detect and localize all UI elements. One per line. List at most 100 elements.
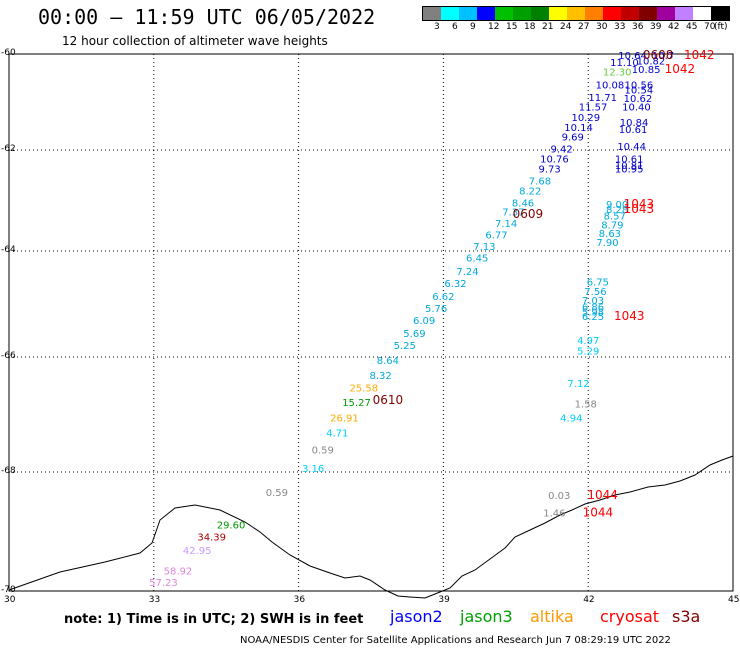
- swh-label: 10.76: [540, 155, 569, 166]
- swh-label: 7.12: [567, 379, 589, 390]
- swh-label: 29.60: [217, 521, 246, 532]
- map-subtitle: 12 hour collection of altimeter wave hei…: [62, 34, 328, 48]
- swh-label: 10.29: [571, 113, 600, 124]
- color-swatch: [567, 7, 585, 20]
- color-swatch: [603, 7, 621, 20]
- map-grid: [9, 54, 733, 591]
- swh-label: 6.86: [582, 302, 604, 313]
- color-scale-tick-label: 24: [560, 22, 572, 32]
- color-swatch: [513, 7, 531, 20]
- color-scale-tick-label: 6: [452, 22, 458, 32]
- swh-label: 3.16: [302, 464, 324, 475]
- swh-label: 7.68: [529, 176, 551, 187]
- swh-label: 10.95: [615, 165, 644, 176]
- x-tick-label: 45: [728, 595, 740, 605]
- color-swatch: [693, 7, 711, 20]
- swh-label: 4.97: [577, 336, 599, 347]
- swh-label: 7.37: [502, 208, 524, 219]
- swh-label: 10.84: [620, 118, 649, 129]
- color-scale-tick-label: 9: [470, 22, 476, 32]
- swh-label: 11.71: [588, 93, 617, 104]
- color-swatch: [459, 7, 477, 20]
- note-text: note: 1) Time is in UTC; 2) SWH is in fe…: [64, 612, 364, 627]
- y-tick-label: -62: [1, 144, 16, 154]
- color-swatch: [675, 7, 693, 20]
- swh-label: 0.03: [548, 491, 570, 502]
- swh-label: 7.03: [582, 296, 604, 307]
- pass-time-label: 0609: [513, 207, 544, 221]
- swh-label: 10.08: [596, 81, 625, 92]
- swh-label: 10.44: [617, 142, 646, 153]
- color-scale-tick-label: (ft): [714, 22, 728, 32]
- y-tick-label: -66: [1, 351, 16, 361]
- swh-label: 9.69: [562, 132, 584, 143]
- swh-label: 26.91: [330, 413, 359, 424]
- legend-cryosat: cryosat: [600, 607, 660, 626]
- swh-label: 6.25: [582, 312, 604, 323]
- swh-label: 6.45: [466, 254, 488, 265]
- swh-label: 9.42: [551, 145, 573, 156]
- color-swatch: [441, 7, 459, 20]
- y-tick-label: -60: [1, 48, 16, 58]
- color-swatch: [531, 7, 549, 20]
- swh-label: 10.62: [624, 94, 653, 105]
- pass-time-label: 1042: [684, 48, 715, 62]
- color-scale-tick-label: 30: [596, 22, 608, 32]
- color-swatch: [657, 7, 675, 20]
- swh-label: 10.81: [615, 161, 644, 172]
- swh-label: 5.29: [577, 346, 599, 357]
- swh-label: 7.90: [596, 238, 618, 249]
- swh-label: 10.14: [564, 123, 593, 134]
- swh-label: 1.46: [543, 509, 565, 520]
- legend-jason3: jason3: [460, 607, 513, 626]
- color-scale-tick-label: 39: [650, 22, 662, 32]
- swh-label: 10.54: [625, 85, 654, 96]
- swh-label: 6.77: [485, 230, 507, 241]
- map-title: 00:00 – 11:59 UTC 06/05/2022: [38, 5, 376, 29]
- color-scale-tick-label: 45: [686, 22, 698, 32]
- color-swatch: [639, 7, 657, 20]
- legend-altika: altika: [530, 607, 574, 626]
- color-scale-tick-label: 12: [488, 22, 500, 32]
- footer-credit: NOAA/NESDIS Center for Satellite Applica…: [240, 635, 671, 646]
- swh-label: 15.27: [342, 398, 371, 409]
- pass-time-label: 1044: [587, 488, 618, 502]
- swh-label: 6.62: [432, 292, 454, 303]
- color-swatch: [621, 7, 639, 20]
- color-scale-bar: [422, 6, 730, 21]
- swh-label: 25.58: [349, 384, 378, 395]
- swh-label: 7.24: [456, 267, 478, 278]
- swh-label: 57.23: [149, 578, 178, 589]
- color-scale-tick-label: 21: [542, 22, 554, 32]
- x-tick-label: 36: [293, 595, 306, 605]
- swh-label: 10.85: [632, 65, 661, 76]
- color-scale-tick-label: 18: [524, 22, 536, 32]
- pass-time-label: 0610: [373, 393, 404, 407]
- swh-label: 5.76: [425, 304, 447, 315]
- legend-jason2: jason2: [390, 607, 443, 626]
- color-scale-tick-label: 42: [668, 22, 680, 32]
- color-swatch: [549, 7, 567, 20]
- swh-label: 10.61: [615, 155, 644, 166]
- swh-label: 7.13: [473, 242, 495, 253]
- color-swatch: [477, 7, 495, 20]
- swh-label: 5.69: [403, 329, 425, 340]
- color-scale-tick-label: 15: [506, 22, 518, 32]
- swh-label: 4.71: [326, 428, 348, 439]
- color-scale-tick-label: 36: [632, 22, 644, 32]
- swh-label: 0.59: [312, 446, 334, 457]
- swh-label: 34.39: [197, 532, 226, 543]
- color-scale-tick-label: 70: [704, 22, 716, 32]
- color-swatch: [423, 7, 441, 20]
- y-tick-label: -64: [1, 245, 16, 255]
- pass-time-label: 1044: [583, 506, 614, 520]
- color-scale-tick-label: 27: [578, 22, 590, 32]
- swh-label: 8.46: [512, 199, 534, 210]
- pass-time-label: 0608: [643, 48, 674, 62]
- x-tick-label: 30: [4, 595, 16, 605]
- swh-label: 8.22: [519, 186, 541, 197]
- x-tick-label: 33: [148, 595, 161, 605]
- swh-label: 10.82: [637, 57, 666, 68]
